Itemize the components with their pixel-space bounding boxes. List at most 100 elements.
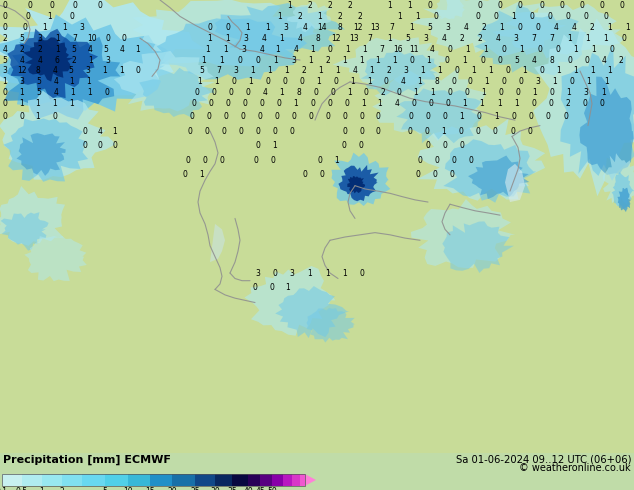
Text: 1: 1 xyxy=(484,77,489,86)
Text: 1: 1 xyxy=(480,99,484,108)
Text: 0: 0 xyxy=(212,88,216,98)
Text: 0: 0 xyxy=(72,1,77,10)
Text: 0: 0 xyxy=(455,67,460,75)
Text: 0: 0 xyxy=(515,88,521,98)
Text: 1: 1 xyxy=(53,99,57,108)
Text: 1: 1 xyxy=(484,45,488,53)
Text: 0: 0 xyxy=(98,1,103,10)
Text: 1: 1 xyxy=(607,23,612,32)
Text: 1: 1 xyxy=(319,67,323,75)
Text: 1: 1 xyxy=(351,77,356,86)
Text: 1: 1 xyxy=(420,67,425,75)
Text: 0: 0 xyxy=(276,99,281,108)
Text: 0: 0 xyxy=(583,99,588,108)
Text: 0: 0 xyxy=(256,55,261,65)
Text: 4: 4 xyxy=(401,77,405,86)
Text: 1: 1 xyxy=(318,12,322,21)
Text: 4: 4 xyxy=(553,23,559,32)
Text: 0: 0 xyxy=(271,156,275,165)
Text: 0: 0 xyxy=(195,88,200,98)
Text: 0: 0 xyxy=(20,112,25,122)
Text: 0: 0 xyxy=(311,99,316,108)
Text: 0: 0 xyxy=(498,55,502,65)
FancyBboxPatch shape xyxy=(2,474,22,486)
Text: 1: 1 xyxy=(482,88,486,98)
Text: 25: 25 xyxy=(190,487,200,490)
Text: 16: 16 xyxy=(393,45,403,53)
FancyBboxPatch shape xyxy=(42,474,62,486)
Text: 0: 0 xyxy=(427,1,432,10)
Text: 1: 1 xyxy=(205,45,210,53)
Text: 1: 1 xyxy=(268,67,273,75)
Text: 1: 1 xyxy=(56,45,60,53)
Text: 4: 4 xyxy=(120,45,124,53)
Text: 0: 0 xyxy=(476,126,481,136)
Text: 0: 0 xyxy=(27,1,32,10)
Text: 0: 0 xyxy=(82,141,87,150)
Text: 0: 0 xyxy=(191,99,197,108)
Text: 0: 0 xyxy=(256,126,261,136)
FancyBboxPatch shape xyxy=(105,474,128,486)
Text: 1: 1 xyxy=(36,112,41,122)
Text: 0: 0 xyxy=(292,112,297,122)
Text: 0: 0 xyxy=(326,112,330,122)
Text: 5: 5 xyxy=(103,45,108,53)
Text: 1: 1 xyxy=(70,99,74,108)
Text: 1: 1 xyxy=(294,99,299,108)
FancyBboxPatch shape xyxy=(232,474,248,486)
Text: 3: 3 xyxy=(536,77,540,86)
Text: 1: 1 xyxy=(489,67,493,75)
Text: 0: 0 xyxy=(256,141,261,150)
Text: 1: 1 xyxy=(463,55,467,65)
Polygon shape xyxy=(4,33,120,120)
Text: 0: 0 xyxy=(560,1,564,10)
Text: 6: 6 xyxy=(55,55,60,65)
Text: 0: 0 xyxy=(425,126,429,136)
Polygon shape xyxy=(411,0,566,57)
Text: 0: 0 xyxy=(342,112,347,122)
Text: 13: 13 xyxy=(370,23,380,32)
Text: 0: 0 xyxy=(493,12,498,21)
Polygon shape xyxy=(372,68,486,141)
Text: 0: 0 xyxy=(254,156,259,165)
Text: 1: 1 xyxy=(63,23,67,32)
Text: 13: 13 xyxy=(349,34,359,43)
Text: 1: 1 xyxy=(250,67,256,75)
Text: 0: 0 xyxy=(205,126,209,136)
Polygon shape xyxy=(3,119,88,182)
Polygon shape xyxy=(139,68,214,118)
Text: 0: 0 xyxy=(320,170,325,179)
Text: 4: 4 xyxy=(87,45,93,53)
Text: 5: 5 xyxy=(406,34,410,43)
Polygon shape xyxy=(411,199,515,268)
Text: 4: 4 xyxy=(394,99,399,108)
Text: 1: 1 xyxy=(359,55,365,65)
Text: 0: 0 xyxy=(53,112,58,122)
Text: 0: 0 xyxy=(3,1,8,10)
Polygon shape xyxy=(533,19,634,196)
Text: 1: 1 xyxy=(437,67,443,75)
Text: 1: 1 xyxy=(219,55,224,65)
Text: 0: 0 xyxy=(375,112,380,122)
Polygon shape xyxy=(0,0,205,102)
Text: 0: 0 xyxy=(415,170,420,179)
Text: 1: 1 xyxy=(273,141,278,150)
Polygon shape xyxy=(332,37,448,90)
Text: Sa 01-06-2024 09..12 UTC (06+06): Sa 01-06-2024 09..12 UTC (06+06) xyxy=(455,455,631,465)
Text: 1: 1 xyxy=(326,269,330,277)
Polygon shape xyxy=(210,224,225,262)
Text: 0: 0 xyxy=(517,1,522,10)
Text: 0: 0 xyxy=(359,141,363,150)
Text: 1: 1 xyxy=(274,55,278,65)
Text: 0: 0 xyxy=(190,112,195,122)
Text: 1: 1 xyxy=(557,67,561,75)
Text: 0: 0 xyxy=(510,126,515,136)
Text: 0: 0 xyxy=(309,112,313,122)
Text: 4: 4 xyxy=(531,55,536,65)
Text: 2: 2 xyxy=(590,23,595,32)
Text: 0: 0 xyxy=(498,88,503,98)
Polygon shape xyxy=(23,37,74,82)
Text: 0: 0 xyxy=(418,156,422,165)
Text: 1: 1 xyxy=(346,45,351,53)
FancyBboxPatch shape xyxy=(22,474,42,486)
